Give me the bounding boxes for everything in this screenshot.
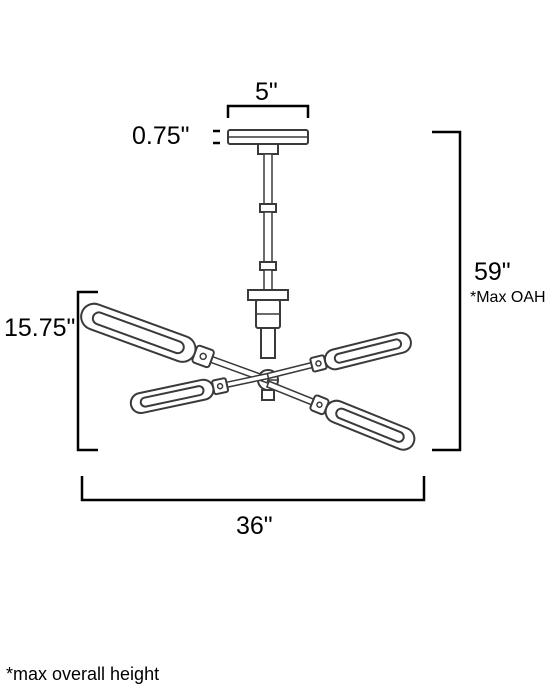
label-body-height: 15.75": [4, 314, 75, 342]
label-canopy-width: 5": [255, 78, 278, 106]
dim-max-oah: 59" *Max OAH: [432, 132, 546, 450]
arm-front-right: [264, 374, 418, 453]
dim-width: 36": [82, 476, 424, 540]
footnote-text: *max overall height: [6, 664, 159, 685]
dimension-diagram: 5" 0.75" 15.75" 59" *Max OAH 36": [0, 0, 560, 700]
label-max-oah: 59": [474, 258, 511, 286]
light-fixture: [77, 130, 417, 453]
dim-canopy-width: 5": [228, 78, 308, 118]
label-max-oah-sub: *Max OAH: [470, 289, 546, 306]
canopy: [228, 130, 308, 154]
downrod: [260, 154, 276, 290]
arm-back-right: [266, 331, 413, 386]
label-canopy-height: 0.75": [132, 122, 190, 150]
top-hub: [248, 290, 288, 358]
dim-canopy-height: 0.75": [132, 122, 220, 150]
label-width: 36": [236, 512, 273, 540]
